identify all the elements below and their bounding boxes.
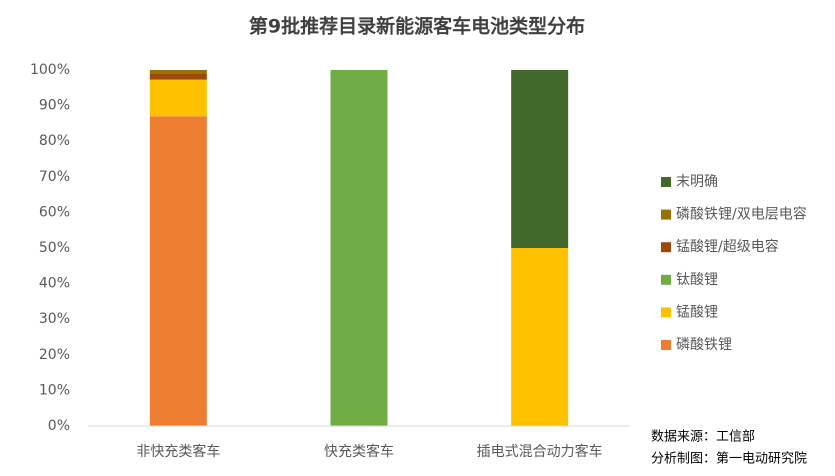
legend-label: 磷酸铁锂 [676, 337, 732, 353]
bar-segment [149, 70, 207, 74]
legend-label: 锰酸锂 [676, 304, 718, 320]
bar-segment [149, 116, 207, 426]
y-tick-label: 50% [39, 240, 70, 256]
legend-swatch [661, 177, 671, 187]
author-note: 分析制图：第一电动研究院 [651, 452, 807, 467]
legend-label: 锰酸锂/超级电容 [676, 238, 779, 255]
legend-swatch [661, 340, 671, 350]
x-tick-label: 非快充类客车 [136, 443, 220, 460]
y-tick-label: 10% [39, 382, 70, 398]
legend-swatch [661, 307, 671, 318]
bar-segment [330, 70, 388, 426]
y-tick-label: 40% [39, 276, 70, 292]
legend-swatch [661, 274, 671, 285]
legend-label: 磷酸铁锂/双电层电容 [676, 206, 807, 223]
y-tick-label: 0% [48, 418, 70, 434]
legend-swatch [661, 242, 671, 253]
bar-segment [149, 73, 207, 80]
y-tick-label: 90% [39, 98, 70, 114]
legend-label: 钛酸锂 [676, 272, 718, 288]
x-tick-label: 插电式混合动力客车 [477, 443, 603, 460]
y-tick-label: 20% [39, 347, 70, 363]
y-tick-label: 80% [39, 133, 70, 149]
x-tick-label: 快充类客车 [324, 443, 394, 460]
bar-segment [511, 248, 569, 426]
y-tick-label: 60% [39, 204, 70, 220]
chart-title: 第9批推荐目录新能源客车电池类型分布 [249, 15, 585, 38]
y-tick-label: 30% [39, 311, 70, 327]
y-tick-label: 100% [30, 62, 70, 78]
y-tick-label: 70% [39, 169, 70, 185]
source-note: 数据来源：工信部 [651, 430, 755, 445]
bar-segment [149, 79, 207, 117]
legend-swatch [661, 209, 671, 220]
legend-label: 末明确 [676, 174, 718, 190]
bar-segment [511, 70, 569, 248]
